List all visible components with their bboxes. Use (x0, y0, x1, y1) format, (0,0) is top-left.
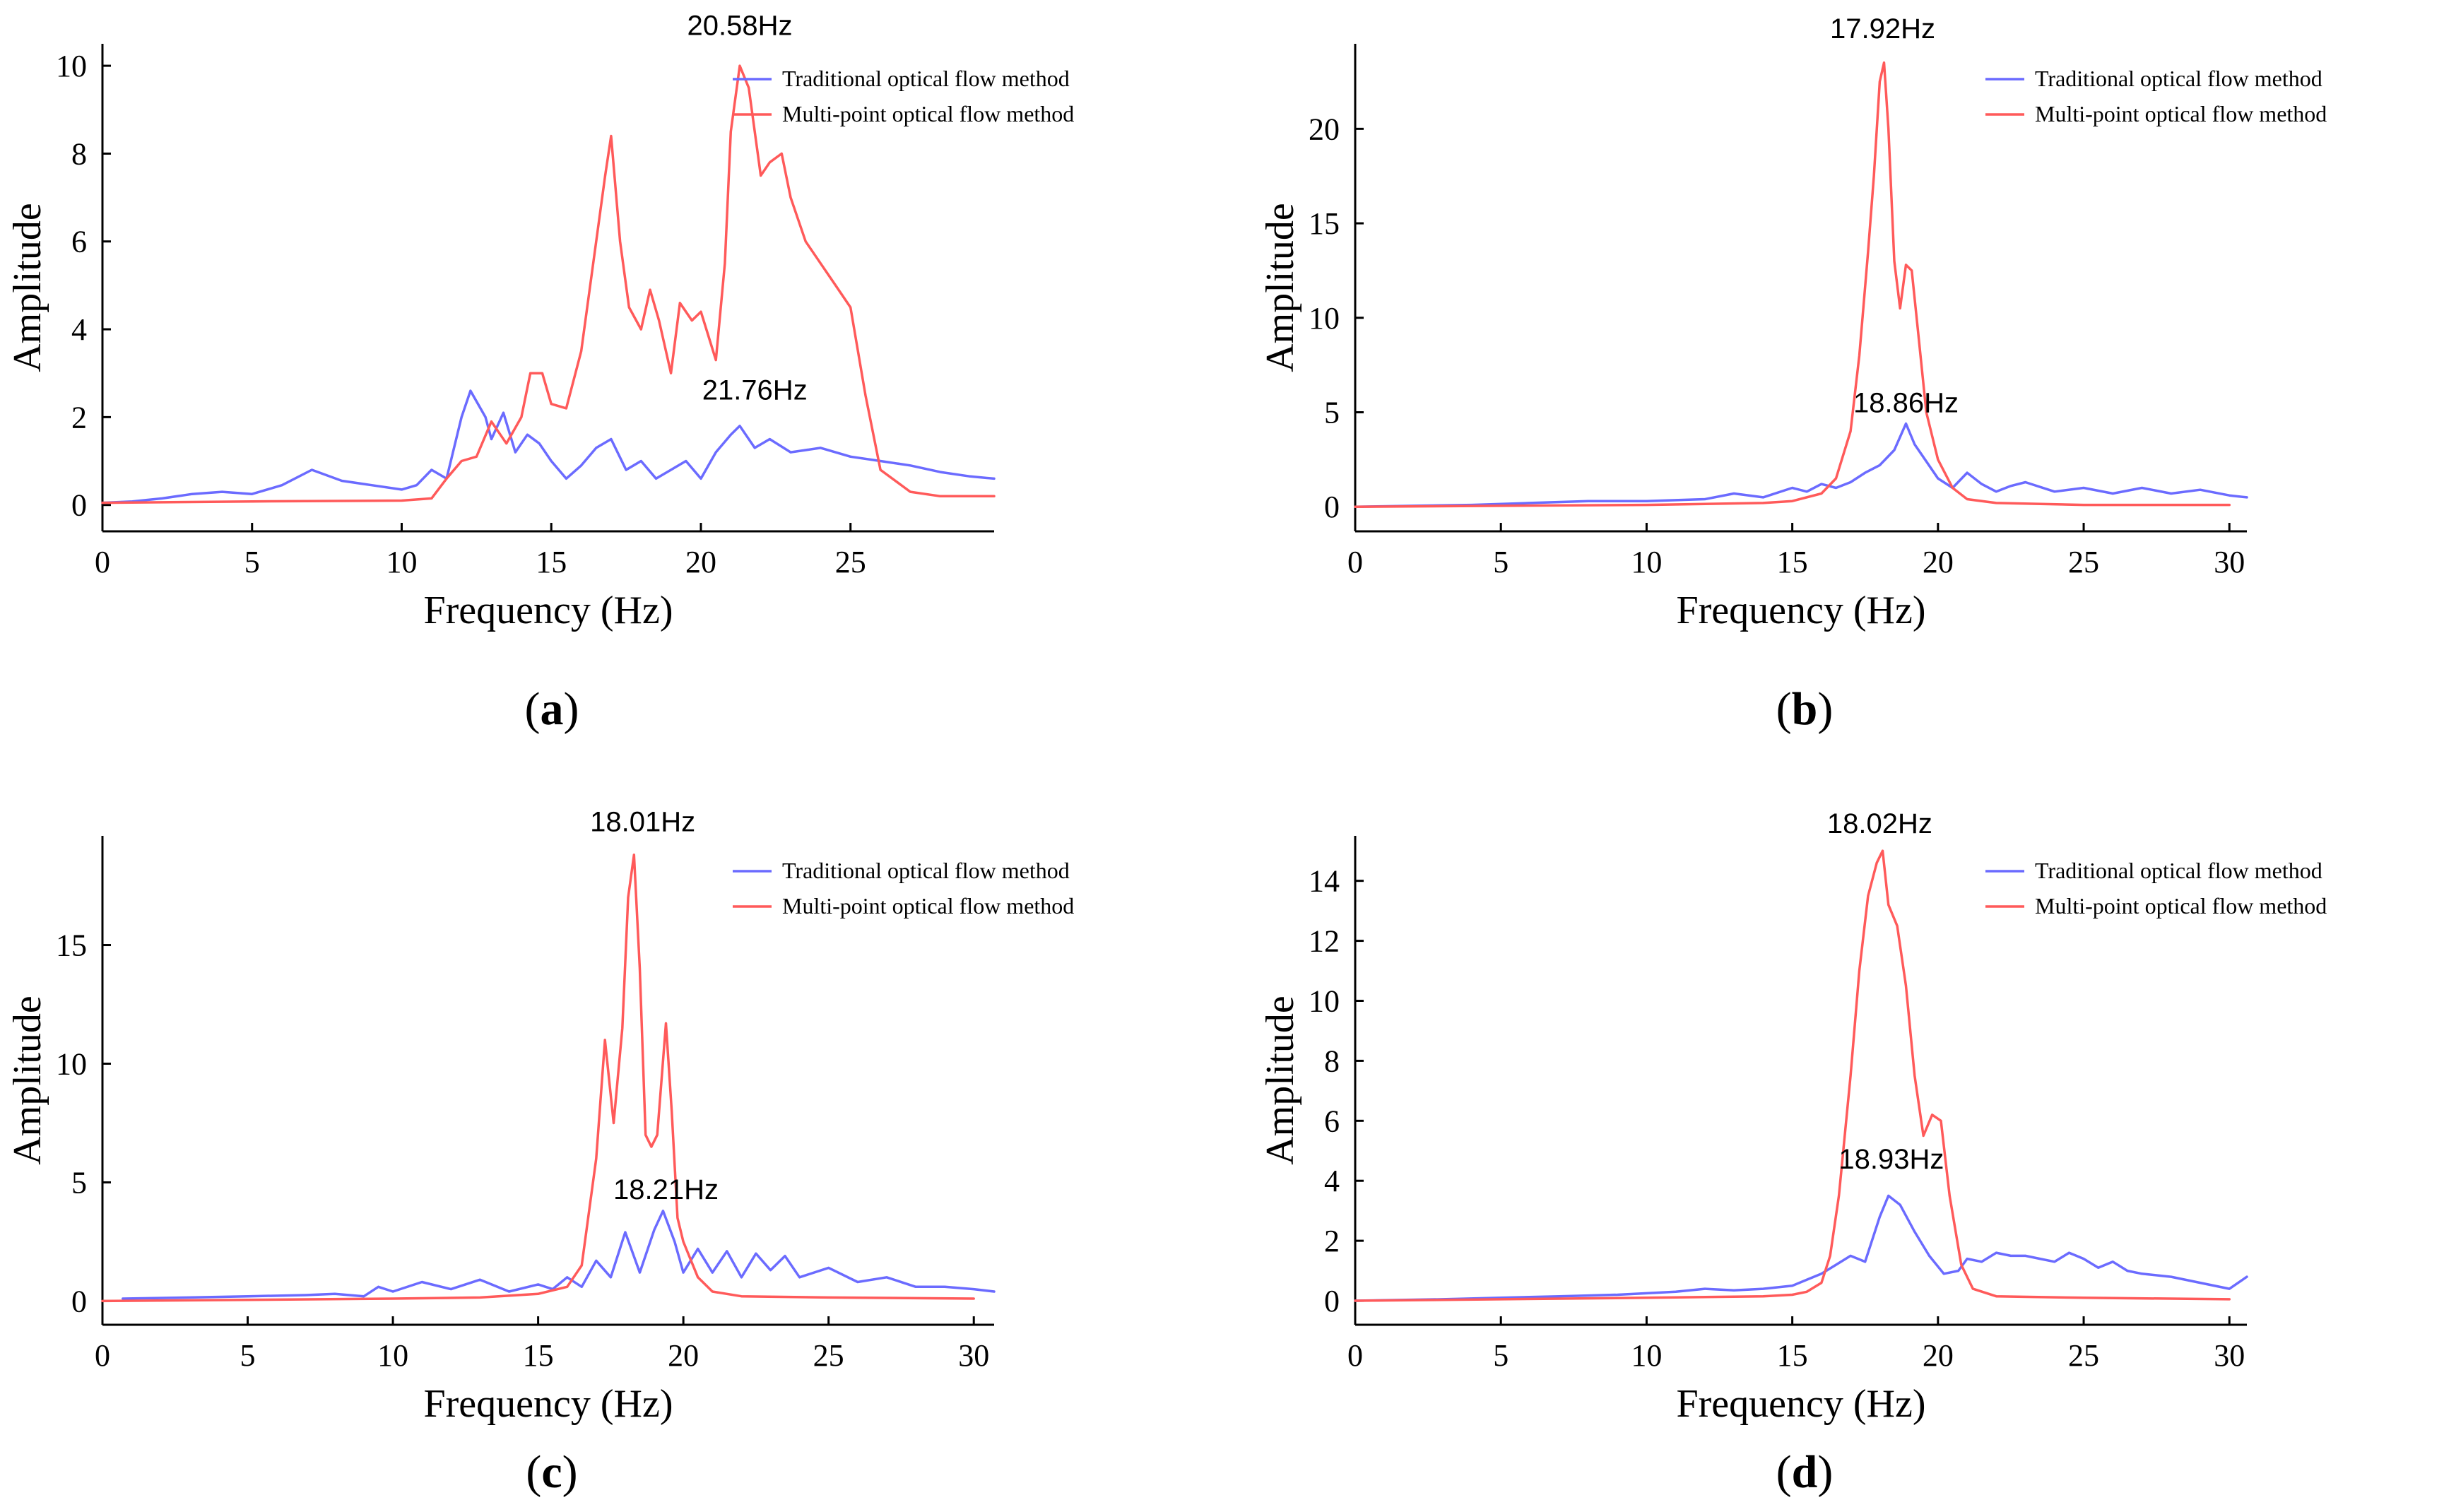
y-tick-label: 0 (1324, 1284, 1340, 1318)
panel-caption-letter: a (541, 683, 564, 735)
x-tick-label: 5 (240, 1338, 256, 1373)
panel-caption: (b) (1776, 683, 1834, 735)
y-axis-label: Amplitude (1258, 203, 1302, 372)
series-line-multipoint (1354, 61, 2231, 508)
y-tick-label: 0 (1324, 490, 1340, 524)
x-tick-label: 5 (1493, 545, 1509, 579)
x-tick-label: 30 (2214, 545, 2245, 579)
y-tick-label: 15 (1309, 206, 1340, 241)
y-tick-label: 10 (1309, 301, 1340, 336)
y-tick-label: 15 (56, 928, 87, 963)
peak-annotation: 20.58Hz (687, 11, 793, 42)
chart-panel-b: 0 5 10 15 20 25 30 0 5 10 15 20 Frequency (Hz) Amplit… (1258, 13, 2327, 735)
x-tick-label: 0 (95, 545, 110, 579)
y-tick-label: 10 (56, 49, 87, 83)
peak-annotation: 18.21Hz (613, 1174, 719, 1205)
y-axis-label: Amplitude (6, 203, 49, 372)
panel-caption: (c) (526, 1446, 577, 1498)
panel-caption-letter: b (1792, 683, 1818, 735)
x-tick-label: 15 (1777, 545, 1808, 579)
peak-annotation: 17.92Hz (1830, 13, 1935, 45)
series-line-multipoint (101, 854, 975, 1303)
y-axis-label: Amplitude (1258, 996, 1302, 1165)
y-tick-label: 0 (71, 488, 87, 523)
legend-label-traditional: Traditional optical flow method (782, 858, 1070, 883)
panel-caption: (d) (1776, 1446, 1834, 1498)
peak-annotation: 18.86Hz (1853, 388, 1959, 419)
panel-caption-letter: c (541, 1446, 562, 1498)
x-tick-label: 20 (685, 545, 716, 579)
y-tick-label: 0 (71, 1284, 87, 1318)
legend-label-multipoint: Multi-point optical flow method (782, 101, 1074, 126)
y-tick-label: 20 (1309, 112, 1340, 146)
y-tick-label: 6 (71, 225, 87, 259)
chart-panel-c: 0 5 10 15 20 25 30 0 5 10 15 Frequency (Hz) Amplitud… (6, 806, 1074, 1498)
panel-caption-letter: d (1792, 1446, 1818, 1498)
x-tick-label: 10 (386, 545, 417, 579)
peak-annotation: 18.93Hz (1838, 1144, 1944, 1175)
x-tick-label: 10 (377, 1338, 408, 1373)
x-axis-label: Frequency (Hz) (1677, 1382, 1926, 1426)
series-line-traditional (1354, 1194, 2248, 1302)
x-axis-label: Frequency (Hz) (424, 1382, 673, 1426)
peak-annotation: 18.02Hz (1827, 808, 1932, 839)
y-tick-label: 14 (1309, 864, 1340, 899)
x-tick-label: 5 (1493, 1338, 1509, 1373)
series-line-traditional (1354, 422, 2248, 508)
peak-annotation: 18.01Hz (590, 806, 695, 837)
y-tick-label: 6 (1324, 1104, 1340, 1138)
y-tick-label: 5 (1324, 396, 1340, 430)
legend-label-traditional: Traditional optical flow method (2035, 858, 2322, 883)
y-tick-label: 4 (71, 312, 87, 347)
x-tick-label: 0 (95, 1338, 110, 1373)
series-line-traditional (122, 1210, 996, 1300)
y-tick-label: 2 (71, 400, 87, 435)
y-tick-label: 4 (1324, 1164, 1340, 1198)
y-tick-label: 2 (1324, 1224, 1340, 1258)
x-tick-label: 30 (958, 1338, 989, 1373)
x-tick-label: 30 (2214, 1338, 2245, 1373)
panel-caption: (a) (525, 683, 579, 735)
legend-label-traditional: Traditional optical flow method (782, 66, 1070, 91)
x-tick-label: 25 (813, 1338, 844, 1373)
y-axis-label: Amplitude (6, 996, 49, 1165)
x-tick-label: 25 (835, 545, 866, 579)
peak-annotation: 21.76Hz (702, 375, 808, 406)
x-axis-label: Frequency (Hz) (1677, 589, 1926, 632)
x-tick-label: 15 (523, 1338, 554, 1373)
x-tick-label: 5 (244, 545, 260, 579)
y-tick-label: 10 (56, 1046, 87, 1081)
y-tick-label: 5 (71, 1165, 87, 1200)
series-line-traditional (101, 389, 996, 504)
x-tick-label: 0 (1347, 1338, 1363, 1373)
x-tick-label: 25 (2068, 1338, 2099, 1373)
x-tick-label: 20 (668, 1338, 699, 1373)
legend-label-multipoint: Multi-point optical flow method (2035, 893, 2327, 919)
y-tick-label: 12 (1309, 924, 1340, 959)
x-tick-label: 15 (536, 545, 567, 579)
x-tick-label: 25 (2068, 545, 2099, 579)
legend-label-multipoint: Multi-point optical flow method (782, 893, 1074, 919)
x-tick-label: 0 (1347, 545, 1363, 579)
legend-label-traditional: Traditional optical flow method (2035, 66, 2322, 91)
x-tick-label: 20 (1923, 1338, 1954, 1373)
series-line-multipoint (101, 64, 996, 504)
x-tick-label: 10 (1631, 545, 1662, 579)
x-tick-label: 15 (1777, 1338, 1808, 1373)
chart-panel-d: 0 5 10 15 20 25 30 0 2 4 6 8 10 12 14 Frequency (Hz) Amp… (1258, 808, 2327, 1498)
legend-label-multipoint: Multi-point optical flow method (2035, 101, 2327, 126)
x-tick-label: 10 (1631, 1338, 1662, 1373)
x-tick-label: 20 (1923, 545, 1954, 579)
series-line-multipoint (1354, 849, 2231, 1302)
x-axis-label: Frequency (Hz) (424, 589, 673, 632)
y-tick-label: 10 (1309, 984, 1340, 1018)
y-tick-label: 8 (71, 136, 87, 171)
y-tick-label: 8 (1324, 1044, 1340, 1078)
